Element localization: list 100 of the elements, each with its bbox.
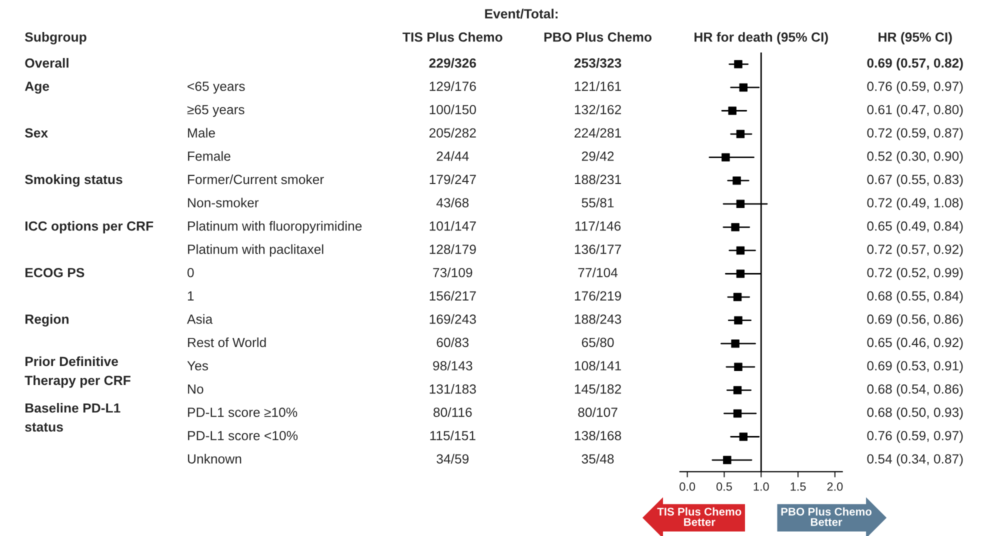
point — [736, 246, 745, 255]
category-label: 98/143 — [433, 360, 472, 370]
category-label: 0.72 (0.49, 1.08) — [867, 198, 963, 210]
category-label: Platinum with fluoropyrimidine — [188, 221, 362, 234]
category-label: Female — [188, 151, 230, 161]
x-tick-label: 1.0 — [754, 482, 769, 491]
category-label: 55/81 — [582, 198, 614, 208]
category-label: 0.65 (0.46, 0.92) — [867, 337, 963, 350]
point — [731, 339, 740, 348]
category-label: 129/176 — [430, 81, 476, 91]
category-label: Asia — [186, 314, 213, 324]
category-label: 0.68 (0.50, 0.93) — [867, 407, 963, 420]
text: TIS Plus Chemo — [402, 32, 502, 42]
category-label: 0.67 (0.55, 0.83) — [867, 174, 963, 187]
category-label: 0.76 (0.59, 0.97) — [867, 81, 963, 94]
category-label: 169/243 — [430, 314, 476, 324]
category-label: 1 — [188, 291, 194, 300]
category-label: 115/151 — [430, 430, 476, 440]
category-label: ≥65 years — [187, 104, 244, 117]
category-label: 188/231 — [574, 174, 621, 184]
category-label: 43/68 — [436, 198, 469, 208]
category-label: 136/177 — [574, 244, 621, 254]
category-label: No — [188, 384, 204, 394]
category-label: Yes — [187, 361, 208, 370]
category-label: Prior Definitive Therapy per CRF — [24, 356, 130, 388]
category-label: 128/179 — [430, 244, 476, 254]
category-label: 65/80 — [582, 337, 614, 348]
point — [733, 409, 742, 418]
category-label: 100/150 — [430, 104, 476, 114]
category-label: ICC options per CRF — [25, 221, 154, 234]
category-label: 138/168 — [574, 430, 622, 440]
x-tick-label: 0.0 — [680, 482, 696, 491]
category-label: 0.69 (0.56, 0.86) — [867, 314, 963, 326]
category-label: Region — [25, 314, 68, 326]
point — [733, 386, 742, 394]
category-label: 60/83 — [436, 337, 469, 348]
category-label: 0.68 (0.55, 0.84) — [867, 290, 963, 304]
point — [728, 106, 736, 115]
category-label: Overall — [25, 58, 68, 68]
category-label: 73/109 — [433, 268, 472, 278]
category-label: 24/44 — [436, 151, 469, 161]
category-label: 132/162 — [574, 104, 621, 114]
point — [722, 153, 730, 162]
x-tick-label: 1.5 — [790, 482, 806, 491]
category-label: 0.72 (0.59, 0.87) — [867, 128, 963, 140]
category-label: 29/42 — [582, 151, 614, 161]
category-label: Sex — [24, 128, 48, 138]
category-label: 34/59 — [436, 454, 469, 464]
category-label: 80/107 — [578, 407, 618, 418]
chart-title: HR for death (95% CI) — [694, 32, 828, 44]
category-label: 0.72 (0.52, 0.99) — [867, 268, 963, 280]
category-label: 131/183 — [430, 384, 476, 394]
text: PBO Plus Chemo — [544, 32, 652, 42]
category-label: PD-L1 score <10% — [188, 430, 298, 440]
point — [723, 456, 732, 464]
category-label: 229/326 — [429, 58, 476, 68]
category-label: 35/48 — [582, 454, 614, 464]
category-label: 179/247 — [430, 174, 476, 184]
point — [732, 176, 741, 185]
text: HR (95% CI) — [878, 32, 952, 44]
category-label: Baseline PD-L1 status — [25, 402, 120, 432]
point — [739, 83, 748, 92]
category-label: 188/243 — [574, 314, 622, 324]
text: PBO Plus Chemo Better — [781, 507, 872, 526]
point — [734, 60, 742, 68]
category-label: 108/141 — [574, 360, 621, 370]
category-label: 77/104 — [578, 268, 618, 278]
category-label: Non-smoker — [188, 198, 259, 208]
category-label: 0.69 (0.57, 0.82) — [867, 58, 963, 70]
category-label: 0.54 (0.34, 0.87) — [867, 454, 963, 466]
category-label: ECOG PS — [25, 268, 84, 278]
category-label: 205/282 — [429, 128, 476, 138]
x-tick-label: 0.5 — [716, 482, 732, 491]
point — [736, 130, 745, 138]
category-label: 145/182 — [574, 384, 621, 394]
text: Subgroup — [24, 32, 86, 44]
category-label: 253/323 — [574, 58, 622, 68]
category-label: Age — [24, 82, 50, 94]
point — [736, 270, 745, 278]
point — [733, 292, 742, 302]
category-label: Platinum with paclitaxel — [188, 244, 324, 257]
category-label: 80/116 — [434, 407, 472, 418]
point — [734, 316, 742, 324]
category-label: 0 — [187, 268, 194, 278]
category-label: 0.69 (0.53, 0.91) — [867, 360, 963, 374]
category-label: <65 years — [188, 82, 245, 94]
category-label: 224/281 — [574, 128, 621, 138]
category-label: 0.52 (0.30, 0.90) — [867, 151, 963, 164]
category-label: 121/161 — [574, 81, 621, 91]
category-label: 0.65 (0.49, 0.84) — [867, 221, 963, 234]
category-label: Male — [188, 128, 215, 138]
category-label: 0.72 (0.57, 0.92) — [867, 244, 963, 257]
point — [734, 362, 742, 371]
category-label: Unknown — [188, 454, 242, 464]
category-label: Smoking status — [24, 174, 122, 187]
text: Event/Total: — [485, 8, 558, 19]
text: TIS Plus Chemo Better — [657, 507, 742, 526]
category-label: 101/147 — [430, 221, 476, 231]
point — [736, 200, 745, 208]
category-label: 0.61 (0.47, 0.80) — [867, 104, 963, 117]
